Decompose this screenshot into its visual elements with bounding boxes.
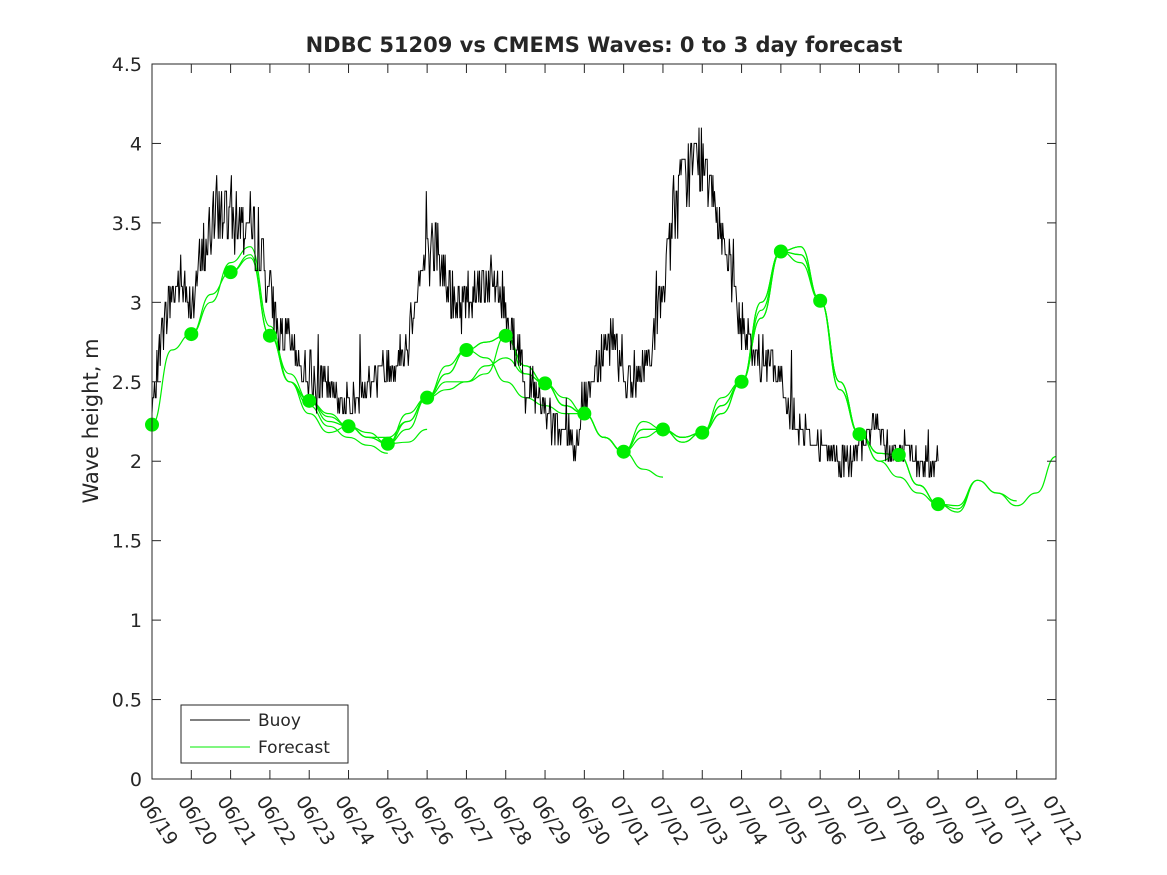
y-tick-label: 1.5 bbox=[112, 531, 142, 553]
y-tick-label: 1 bbox=[130, 610, 142, 632]
y-tick-label: 2.5 bbox=[112, 372, 142, 394]
forecast-marker bbox=[341, 419, 356, 434]
forecast-marker bbox=[695, 425, 710, 440]
x-tick-label: 07/11 bbox=[999, 792, 1047, 850]
forecast-marker bbox=[498, 328, 513, 343]
y-axis-label: Wave height, m bbox=[79, 338, 103, 503]
x-tick-label: 07/07 bbox=[841, 792, 889, 850]
x-tick-label: 07/02 bbox=[645, 792, 693, 850]
x-tick-label: 06/26 bbox=[409, 792, 457, 850]
forecast-marker bbox=[813, 293, 828, 308]
chart-title: NDBC 51209 vs CMEMS Waves: 0 to 3 day fo… bbox=[306, 33, 903, 57]
y-axis: 0 0.5 1 1.5 2 2.5 3 3.5 4 4.5 bbox=[112, 54, 1056, 791]
x-tick-label: 06/20 bbox=[173, 792, 221, 850]
forecast-marker bbox=[577, 406, 592, 421]
forecast-marker bbox=[931, 497, 946, 512]
y-tick-label: 2 bbox=[130, 451, 142, 473]
x-tick-label: 07/09 bbox=[920, 792, 968, 850]
forecast-marker bbox=[852, 427, 867, 442]
plot-frame bbox=[151, 63, 1057, 780]
legend-box bbox=[180, 704, 349, 764]
forecast-marker bbox=[459, 343, 474, 357]
y-tick-label: 3 bbox=[130, 292, 142, 314]
legend: Buoy Forecast bbox=[180, 704, 349, 764]
legend-label-buoy: Buoy bbox=[258, 711, 301, 731]
x-tick-label: 06/29 bbox=[527, 792, 575, 850]
y-tick-label: 4.5 bbox=[112, 54, 142, 76]
plot-area bbox=[152, 64, 1056, 779]
x-tick-label: 06/22 bbox=[252, 792, 300, 850]
x-tick-label: 06/23 bbox=[291, 792, 339, 850]
legend-label-forecast: Forecast bbox=[258, 738, 330, 758]
forecast-marker bbox=[302, 393, 317, 408]
x-tick-label: 07/10 bbox=[959, 792, 1007, 850]
x-tick-label: 06/28 bbox=[488, 792, 536, 850]
x-tick-label: 06/27 bbox=[448, 792, 496, 850]
x-tick-label: 06/19 bbox=[134, 792, 182, 850]
x-tick-label: 06/25 bbox=[370, 792, 418, 850]
forecast-marker bbox=[538, 376, 553, 391]
x-tick-label: 07/03 bbox=[684, 792, 732, 850]
forecast-marker bbox=[616, 444, 631, 459]
x-tick-label: 07/06 bbox=[802, 792, 850, 850]
y-tick-label: 0 bbox=[130, 769, 142, 791]
x-tick-label: 07/04 bbox=[723, 792, 771, 850]
x-tick-label: 07/05 bbox=[763, 792, 811, 850]
y-tick-label: 3.5 bbox=[112, 213, 142, 235]
forecast-marker bbox=[380, 436, 395, 451]
forecast-run-line bbox=[309, 335, 506, 438]
x-tick-label: 07/01 bbox=[605, 792, 653, 850]
x-tick-label: 06/21 bbox=[212, 792, 260, 850]
forecast-marker bbox=[773, 244, 788, 259]
y-tick-label: 0.5 bbox=[112, 690, 142, 712]
y-tick-label: 4 bbox=[130, 133, 142, 155]
forecast-marker bbox=[223, 265, 238, 280]
x-tick-label: 07/08 bbox=[881, 792, 929, 850]
x-tick-label: 06/30 bbox=[566, 792, 614, 850]
forecast-marker bbox=[184, 327, 199, 342]
forecast-marker bbox=[262, 328, 277, 343]
x-tick-label: 06/24 bbox=[330, 792, 378, 850]
forecast-marker bbox=[891, 447, 906, 462]
forecast-marker bbox=[420, 390, 435, 405]
buoy-series-line bbox=[151, 127, 939, 478]
forecast-run-line bbox=[387, 349, 585, 445]
x-tick-label: 07/12 bbox=[1038, 792, 1086, 850]
forecast-marker bbox=[655, 422, 670, 437]
forecast-marker bbox=[734, 374, 749, 389]
